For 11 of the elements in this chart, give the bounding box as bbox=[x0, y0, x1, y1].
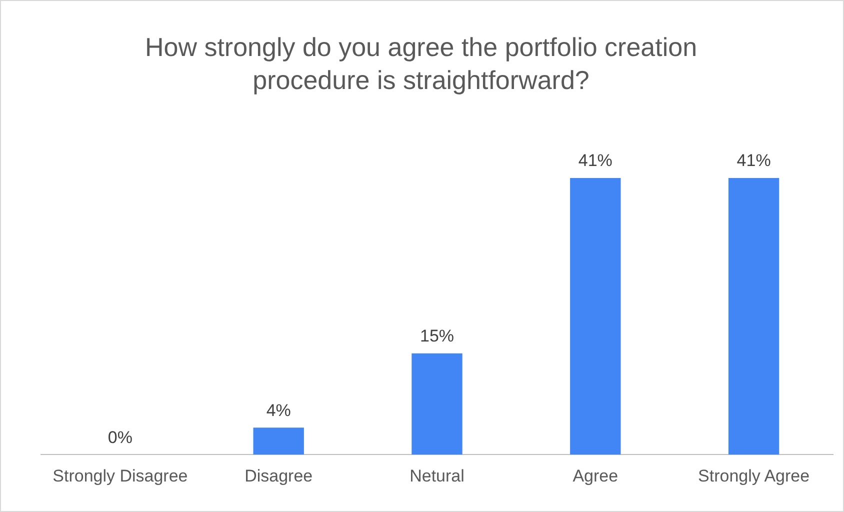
x-tick-label: Agree bbox=[572, 466, 618, 486]
data-label: 41% bbox=[736, 151, 771, 170]
x-tick-label: Strongly Agree bbox=[698, 466, 810, 486]
x-tick-label: Netural bbox=[410, 466, 464, 486]
x-tick-label: Strongly Disagree bbox=[52, 466, 188, 486]
x-tick-label: Disagree bbox=[244, 466, 313, 486]
data-label: 41% bbox=[578, 151, 612, 170]
data-label: 15% bbox=[420, 326, 454, 346]
data-label: 0% bbox=[108, 428, 132, 447]
data-label: 4% bbox=[266, 400, 291, 420]
chart-title: How strongly do you agree the portfolio creation procedure is straightforward? bbox=[144, 31, 698, 97]
